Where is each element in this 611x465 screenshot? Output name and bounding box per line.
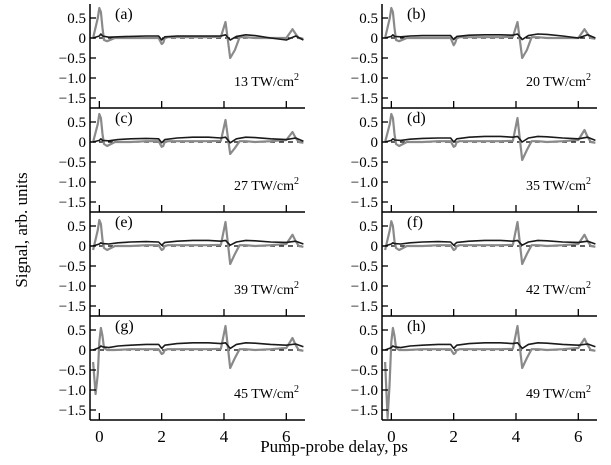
y-tick-label: −1.0 (351, 279, 378, 295)
dark-trace (92, 341, 304, 351)
panel-label: (d) (407, 110, 426, 127)
dark-trace (384, 239, 596, 247)
x-tick-label: 2 (449, 427, 458, 446)
gray-trace (92, 324, 304, 396)
dark-trace (384, 341, 596, 351)
dark-trace (384, 33, 596, 41)
y-tick-label: −1.0 (351, 383, 378, 399)
gray-trace (384, 6, 596, 60)
panel-h: 0.5 0 −0.5 −1.0 −1.5 0 2 4 6 (h) 49 TW/cm2 (351, 316, 597, 446)
x-tick-label: 6 (574, 427, 583, 446)
y-tick-label: 0 (371, 239, 379, 255)
y-tick-label: −1.0 (351, 175, 378, 191)
y-tick-label: −0.5 (59, 155, 86, 171)
y-tick-label: −1.0 (59, 383, 86, 399)
y-tick-label: 0.5 (359, 115, 378, 131)
panel-label: (f) (407, 214, 423, 231)
panel-label: (e) (115, 214, 133, 231)
gray-trace (384, 112, 596, 162)
panel-b: 0.5 0 −0.5 −1.0 −1.5 (b) 20 TW/cm2 (351, 4, 597, 109)
y-tick-label: 0 (79, 31, 87, 47)
y-tick-label: 0.5 (67, 219, 86, 235)
y-tick-label: 0.5 (67, 323, 86, 339)
intensity-label: 39 TW/cm2 (234, 280, 299, 298)
intensity-label: 13 TW/cm2 (234, 72, 299, 90)
y-tick-label: −1.5 (351, 299, 378, 315)
panel-label: (h) (407, 318, 426, 335)
gray-trace (384, 324, 596, 420)
dark-trace (384, 135, 596, 143)
y-tick-label: −0.5 (351, 363, 378, 379)
y-tick-label: 0.5 (67, 11, 86, 27)
y-tick-label: −1.5 (351, 91, 378, 107)
y-tick-label: 0.5 (359, 219, 378, 235)
y-tick-label: −1.5 (351, 403, 378, 419)
y-tick-label: 0 (79, 135, 87, 151)
intensity-label: 27 TW/cm2 (234, 176, 299, 194)
x-tick-label: 0 (95, 427, 104, 446)
panel-label: (b) (407, 6, 426, 23)
intensity-label: 35 TW/cm2 (526, 176, 591, 194)
x-tick-label: 6 (282, 427, 291, 446)
y-tick-label: −1.5 (59, 299, 86, 315)
y-tick-label: −0.5 (351, 51, 378, 67)
dark-trace (92, 33, 304, 41)
y-tick-label: −1.0 (59, 279, 86, 295)
x-tick-label: 0 (387, 427, 396, 446)
y-tick-label: 0.5 (359, 323, 378, 339)
panel-label: (a) (115, 6, 133, 23)
dark-trace (92, 239, 304, 247)
panel-label: (c) (115, 110, 133, 127)
intensity-label: 20 TW/cm2 (526, 72, 591, 90)
gray-trace (384, 220, 596, 266)
panel-c: 0.5 0 −0.5 −1.0 −1.5 (c) 27 TW/cm2 (59, 108, 305, 213)
y-tick-label: −1.5 (59, 195, 86, 211)
y-tick-label: −0.5 (59, 51, 86, 67)
y-tick-label: 0.5 (359, 11, 378, 27)
y-tick-label: −1.0 (59, 175, 86, 191)
panel-g: 0.5 0 −0.5 −1.0 −1.5 0 2 4 6 (g) 45 TW/cm2 (59, 316, 305, 446)
intensity-label: 49 TW/cm2 (526, 384, 591, 402)
panel-d: 0.5 0 −0.5 −1.0 −1.5 (d) 35 TW/cm2 (351, 108, 597, 213)
y-tick-label: 0 (371, 31, 379, 47)
panel-a: 0.5 0 −0.5 −1.0 −1.5 (a) 13 TW/cm2 (59, 4, 305, 109)
intensity-label: 42 TW/cm2 (526, 280, 591, 298)
x-tick-label: 2 (157, 427, 166, 446)
gray-trace (92, 112, 304, 156)
y-tick-label: 0 (371, 135, 379, 151)
x-tick-label: 4 (512, 427, 521, 446)
y-tick-label: −1.0 (351, 71, 378, 87)
y-tick-label: −0.5 (351, 155, 378, 171)
y-axis-label: Signal, arb. units (12, 172, 31, 287)
x-axis-label: Pump-probe delay, ps (260, 437, 408, 456)
dark-trace (92, 136, 304, 144)
panel-f: 0.5 0 −0.5 −1.0 −1.5 (f) 42 TW/cm2 (351, 212, 597, 317)
y-tick-label: −1.5 (59, 403, 86, 419)
y-tick-label: 0 (79, 343, 87, 359)
y-tick-label: 0 (79, 239, 87, 255)
panel-e: 0.5 0 −0.5 −1.0 −1.5 (e) 39 TW/cm2 (59, 212, 305, 317)
y-tick-label: −0.5 (59, 259, 86, 275)
y-tick-label: −0.5 (351, 259, 378, 275)
y-tick-label: −0.5 (59, 363, 86, 379)
gray-trace (92, 218, 304, 266)
intensity-label: 45 TW/cm2 (234, 384, 299, 402)
y-tick-label: −1.5 (351, 195, 378, 211)
y-tick-label: 0 (371, 343, 379, 359)
y-tick-label: −1.0 (59, 71, 86, 87)
y-tick-label: −1.5 (59, 91, 86, 107)
y-tick-label: 0.5 (67, 115, 86, 131)
panels-group: 0.5 0 −0.5 −1.0 −1.5 (a) 13 TW/cm2 0.5 0 −0.5 −1.0… (59, 4, 597, 446)
panel-label: (g) (115, 318, 134, 335)
x-tick-label: 4 (220, 427, 229, 446)
